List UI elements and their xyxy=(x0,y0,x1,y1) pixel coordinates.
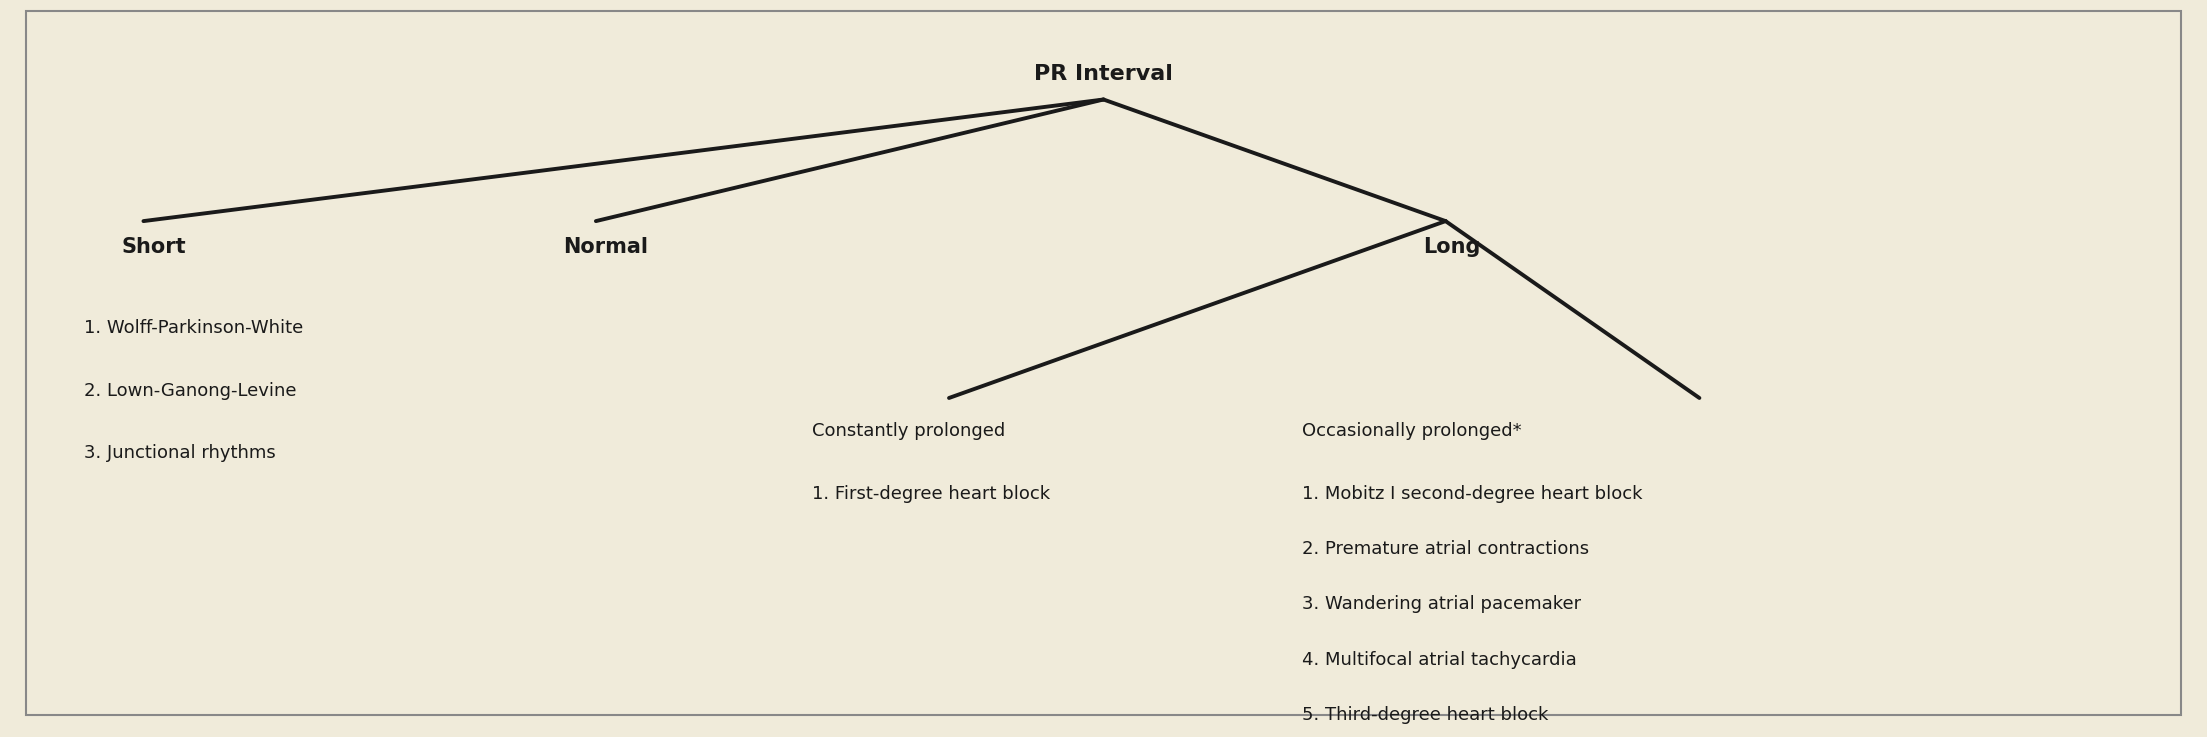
Text: PR Interval: PR Interval xyxy=(1035,63,1172,84)
Text: 2. Premature atrial contractions: 2. Premature atrial contractions xyxy=(1302,540,1589,558)
Text: 5. Third-degree heart block: 5. Third-degree heart block xyxy=(1302,706,1549,724)
Text: Normal: Normal xyxy=(563,237,649,257)
Text: Short: Short xyxy=(121,237,185,257)
Text: Long: Long xyxy=(1424,237,1481,257)
Text: Constantly prolonged: Constantly prolonged xyxy=(812,422,1006,440)
Text: Occasionally prolonged*: Occasionally prolonged* xyxy=(1302,422,1523,440)
Text: 1. First-degree heart block: 1. First-degree heart block xyxy=(812,485,1051,503)
Text: 3. Wandering atrial pacemaker: 3. Wandering atrial pacemaker xyxy=(1302,595,1580,613)
Text: 1. Wolff-Parkinson-White: 1. Wolff-Parkinson-White xyxy=(84,319,302,337)
Text: 3. Junctional rhythms: 3. Junctional rhythms xyxy=(84,444,276,462)
Text: 1. Mobitz I second-degree heart block: 1. Mobitz I second-degree heart block xyxy=(1302,485,1642,503)
Text: 4. Multifocal atrial tachycardia: 4. Multifocal atrial tachycardia xyxy=(1302,651,1576,668)
Text: 2. Lown-Ganong-Levine: 2. Lown-Ganong-Levine xyxy=(84,382,296,399)
